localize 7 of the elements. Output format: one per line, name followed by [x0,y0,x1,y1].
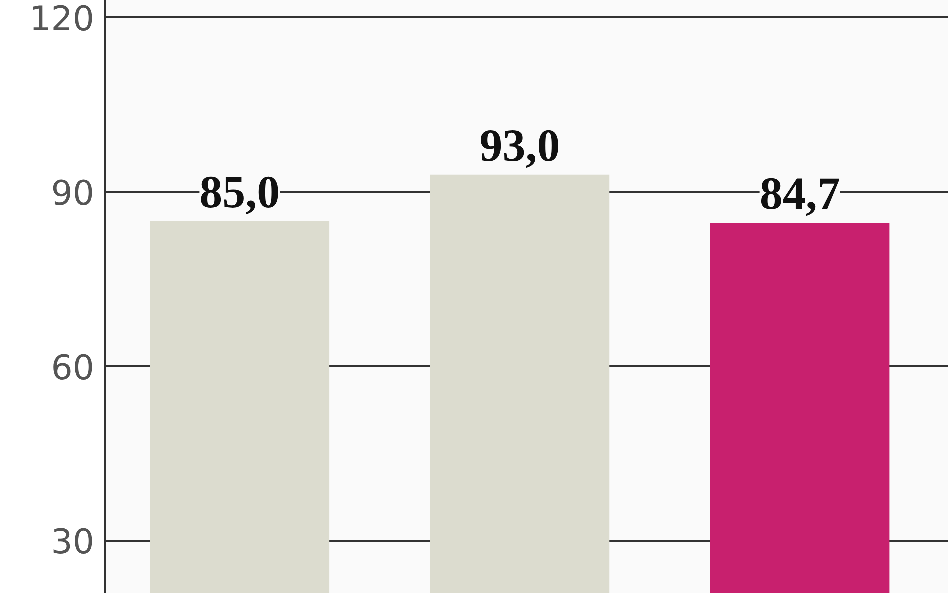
y-tick-label: 90 [51,174,94,214]
data-label: 93,0 [480,120,560,171]
data-label: 85,0 [200,166,280,218]
data-label: 84,7 [760,168,840,220]
y-tick-label: 60 [51,348,94,388]
y-tick-label: 120 [30,0,95,40]
y-tick-label: 30 [51,522,94,563]
